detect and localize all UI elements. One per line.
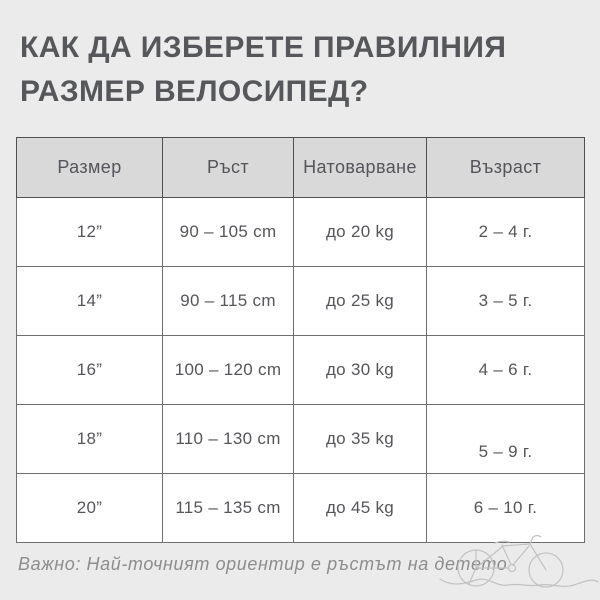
cell-age: 3 – 5 г. <box>426 266 585 336</box>
col-header-age: Възраст <box>426 137 585 198</box>
cell-age: 2 – 4 г. <box>426 197 585 267</box>
cell-load: до 35 kg <box>293 404 427 474</box>
bicycle-sketch-icon <box>438 532 600 598</box>
cell-height: 115 – 135 cm <box>162 473 294 543</box>
size-guide-table-container: Размер Ръст Натоварване Възраст 12” 90 –… <box>16 137 585 543</box>
table-row: 12” 90 – 105 cm до 20 kg 2 – 4 г. <box>16 197 585 267</box>
cell-height: 100 – 120 cm <box>162 335 294 405</box>
cell-height: 90 – 115 cm <box>162 266 294 336</box>
cell-size: 12” <box>16 197 163 267</box>
cell-load: до 45 kg <box>293 473 427 543</box>
page-title: КАК ДА ИЗБЕРЕТЕ ПРАВИЛНИЯ РАЗМЕР ВЕЛОСИП… <box>20 26 584 114</box>
cell-height: 110 – 130 cm <box>162 404 294 474</box>
cell-size: 20” <box>16 473 163 543</box>
page-title-line-2: РАЗМЕР ВЕЛОСИПЕД? <box>20 75 369 108</box>
cell-age: 6 – 10 г. <box>426 473 585 543</box>
table-row: 14” 90 – 115 cm до 25 kg 3 – 5 г. <box>16 266 585 336</box>
cell-height: 90 – 105 cm <box>162 197 294 267</box>
cell-age: 4 – 6 г. <box>426 335 585 405</box>
table-header-row: Размер Ръст Натоварване Възраст <box>16 137 585 198</box>
cell-age: 5 – 9 г. <box>426 404 585 474</box>
footer-note: Важно: Най-точният ориентир е ръстът на … <box>18 554 508 574</box>
cell-load: до 20 kg <box>293 197 427 267</box>
col-header-load: Натоварване <box>293 137 427 198</box>
cell-size: 14” <box>16 266 163 336</box>
cell-size: 18” <box>16 404 163 474</box>
table-row: 16” 100 – 120 cm до 30 kg 4 – 6 г. <box>16 335 585 405</box>
cell-load: до 30 kg <box>293 335 427 405</box>
table-row: 18” 110 – 130 cm до 35 kg 5 – 9 г. <box>16 404 585 474</box>
size-guide-table: Размер Ръст Натоварване Възраст 12” 90 –… <box>16 137 585 543</box>
cell-size: 16” <box>16 335 163 405</box>
table-row: 20” 115 – 135 cm до 45 kg 6 – 10 г. <box>16 473 585 543</box>
cell-load: до 25 kg <box>293 266 427 336</box>
col-header-height: Ръст <box>162 137 294 198</box>
col-header-size: Размер <box>16 137 163 198</box>
page-title-line-1: КАК ДА ИЗБЕРЕТЕ ПРАВИЛНИЯ <box>20 31 507 64</box>
